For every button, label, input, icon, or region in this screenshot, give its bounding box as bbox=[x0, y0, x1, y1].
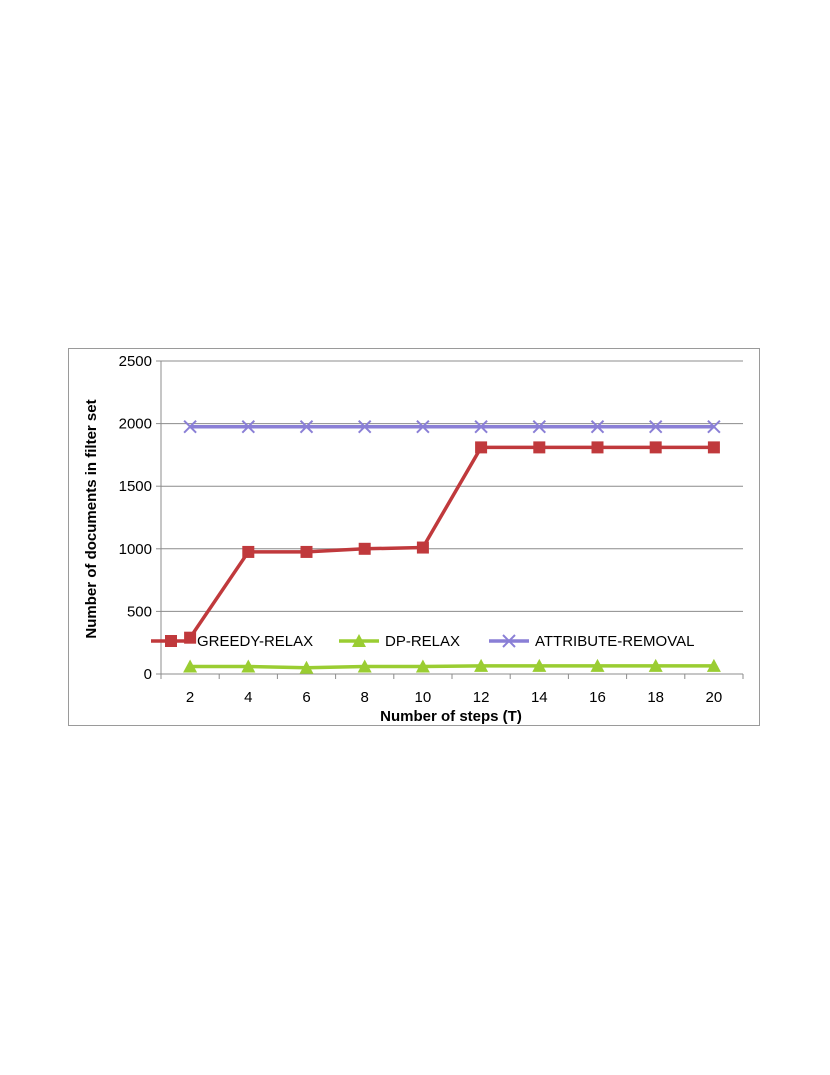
data-point bbox=[532, 658, 547, 672]
x-tick-label: 20 bbox=[706, 689, 723, 706]
axes: 0 500 1000 1500 2000 2500 2 4 6 8 10 12 14 16 18 20 bbox=[119, 353, 744, 706]
y-tick-label: 1000 bbox=[119, 541, 152, 558]
legend-label: ATTRIBUTE-REMOVAL bbox=[535, 633, 694, 650]
data-point bbox=[649, 441, 662, 454]
legend-label: GREEDY-RELAX bbox=[197, 633, 313, 650]
x-axis-title: Number of steps (T) bbox=[380, 708, 522, 725]
legend-marker bbox=[502, 634, 516, 648]
y-tick-label: 2000 bbox=[119, 416, 152, 433]
y-tick-label: 0 bbox=[144, 666, 152, 683]
data-point bbox=[300, 545, 313, 558]
data-point bbox=[357, 659, 372, 673]
series-dp-relax bbox=[183, 658, 721, 674]
y-axis-title: Number of documents in filter set bbox=[83, 399, 100, 638]
x-tick-label: 10 bbox=[415, 689, 432, 706]
data-point bbox=[299, 660, 314, 674]
x-tick-label: 16 bbox=[589, 689, 606, 706]
data-point bbox=[648, 658, 663, 672]
data-point bbox=[358, 542, 371, 555]
data-point bbox=[474, 658, 489, 672]
series-line bbox=[188, 445, 714, 639]
data-point bbox=[357, 420, 372, 434]
data-point bbox=[416, 541, 429, 554]
y-tick-label: 500 bbox=[127, 603, 152, 620]
series-attribute-removal bbox=[183, 420, 721, 434]
x-tick-label: 8 bbox=[361, 689, 369, 706]
data-point bbox=[299, 420, 314, 434]
gridlines bbox=[161, 360, 743, 612]
data-point bbox=[591, 441, 604, 454]
data-point bbox=[415, 659, 430, 673]
legend-item: ATTRIBUTE-REMOVAL bbox=[489, 633, 694, 650]
y-tick-label: 2500 bbox=[119, 353, 152, 370]
data-point bbox=[533, 441, 546, 454]
data-point bbox=[706, 658, 721, 672]
x-tick-label: 18 bbox=[647, 689, 664, 706]
data-point bbox=[707, 420, 721, 434]
legend-marker bbox=[165, 635, 177, 647]
series-line bbox=[190, 664, 714, 670]
data-point bbox=[474, 420, 488, 434]
x-tick-label: 14 bbox=[531, 689, 548, 706]
data-point bbox=[707, 441, 720, 454]
series-layer bbox=[183, 420, 721, 674]
x-tick-label: 12 bbox=[473, 689, 490, 706]
data-point bbox=[183, 659, 198, 673]
legend-marker bbox=[352, 634, 366, 647]
data-point bbox=[648, 420, 663, 434]
data-point bbox=[475, 441, 488, 454]
legend: GREEDY-RELAX DP-RELAX ATTRIBUTE-REMOVAL bbox=[151, 633, 694, 650]
legend-item: DP-RELAX bbox=[339, 633, 460, 650]
data-point bbox=[183, 420, 197, 434]
x-tick-label: 2 bbox=[186, 689, 194, 706]
x-tick-label: 4 bbox=[244, 689, 252, 706]
data-point bbox=[532, 420, 547, 434]
legend-label: DP-RELAX bbox=[385, 633, 460, 650]
data-point bbox=[416, 420, 430, 434]
y-tick-label: 1500 bbox=[119, 478, 152, 495]
chart-frame: 0 500 1000 1500 2000 2500 2 4 6 8 10 12 14 16 18 20 GRE… bbox=[68, 348, 760, 726]
data-point bbox=[590, 420, 605, 434]
x-tick-label: 6 bbox=[302, 689, 310, 706]
legend-item: GREEDY-RELAX bbox=[151, 633, 313, 650]
data-point bbox=[241, 420, 256, 434]
data-point bbox=[241, 659, 256, 673]
series-greedy-relax bbox=[184, 441, 720, 644]
data-point bbox=[242, 545, 255, 558]
data-point bbox=[590, 658, 605, 672]
line-chart: 0 500 1000 1500 2000 2500 2 4 6 8 10 12 14 16 18 20 GRE… bbox=[83, 353, 744, 725]
